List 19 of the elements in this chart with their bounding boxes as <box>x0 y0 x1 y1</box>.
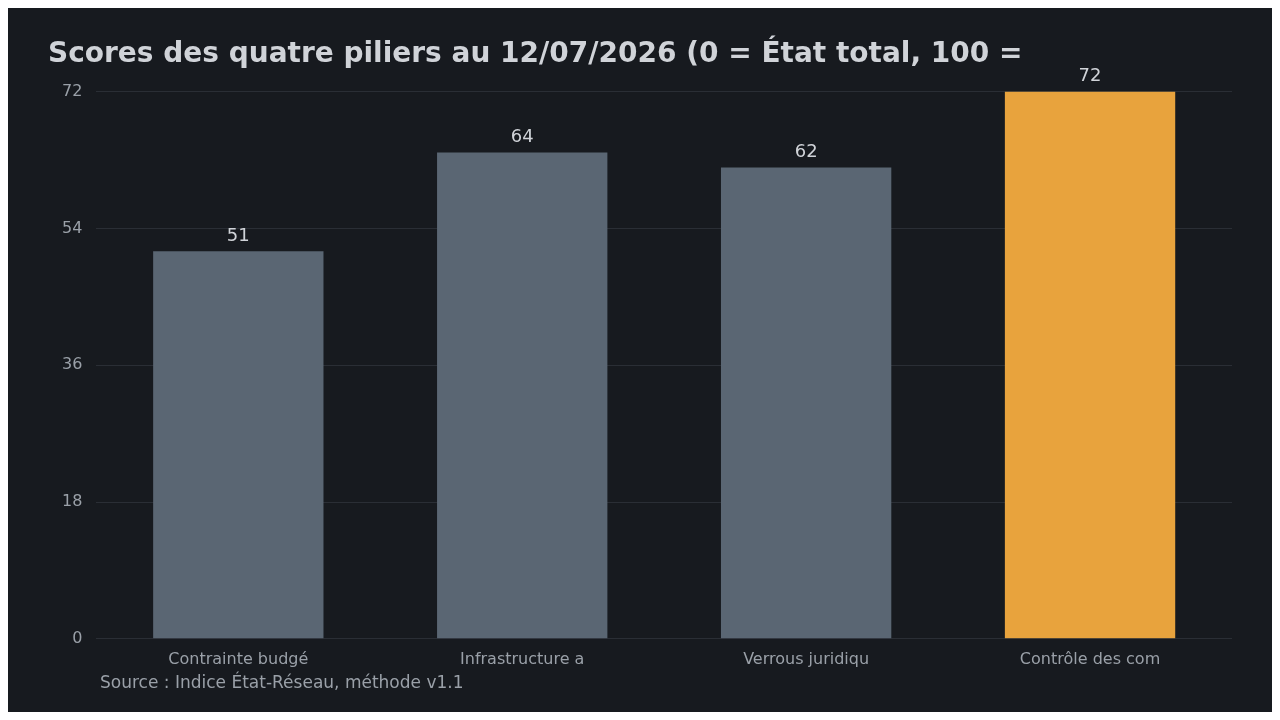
y-tick-label: 54 <box>62 217 83 237</box>
source-note: Source : Indice État-Réseau, méthode v1.1 <box>99 672 465 692</box>
x-tick-label: Infrastructure a <box>460 648 585 668</box>
x-tick-label: Contrainte budgé <box>168 648 309 668</box>
chart-title: Scores des quatre piliers au 12/07/2026 (0 = État total, 100 = <box>48 35 1023 70</box>
bar <box>720 167 892 639</box>
data-label: 64 <box>510 125 534 147</box>
y-tick-label: 0 <box>72 627 83 647</box>
x-tick-label: Contrôle des com <box>1019 648 1161 668</box>
x-tick-label: Verrous juridiqu <box>743 648 870 668</box>
bar <box>153 251 324 639</box>
y-tick-label: 72 <box>62 80 83 100</box>
data-label: 62 <box>794 140 818 162</box>
data-label: 51 <box>226 223 250 245</box>
y-tick-label: 36 <box>62 354 83 374</box>
bar <box>437 152 608 639</box>
bar <box>1004 91 1176 639</box>
data-label: 72 <box>1078 64 1102 86</box>
y-tick-label: 18 <box>62 491 83 511</box>
